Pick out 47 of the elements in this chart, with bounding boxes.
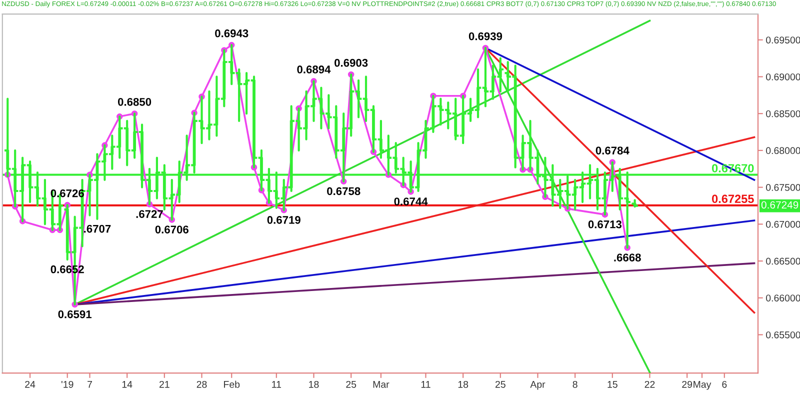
x-tick-label: 18	[458, 380, 468, 388]
x-tick-label: '19	[62, 380, 74, 388]
x-tick-label: 14	[122, 381, 132, 388]
annotation: 0.6744	[394, 198, 428, 206]
y-tick-label: 0.68500	[766, 110, 800, 118]
x-tick-label: 15	[608, 381, 618, 388]
annotation: .6668	[614, 254, 641, 262]
y-tick-label: 0.68000	[766, 147, 800, 154]
annotation: 0.6706	[155, 226, 188, 234]
annotation: 0.6943	[215, 29, 248, 38]
x-tick-label: 11	[272, 381, 281, 388]
y-tick-label: 0.69500	[766, 36, 800, 44]
x-tick-label: 28	[196, 380, 207, 388]
x-tick-label: 21	[160, 380, 170, 388]
y-tick-label: 0.66500	[766, 258, 800, 265]
y-tick-label: 0.67500	[766, 184, 800, 191]
text: 0.67249	[761, 201, 798, 209]
x-tick-label: 22	[644, 380, 655, 388]
y-tick-label: 0.65500	[766, 331, 800, 338]
annotation: 0.6719	[267, 216, 300, 224]
x-tick-label: Feb	[224, 380, 240, 388]
annotation: 0.6939	[468, 32, 502, 40]
x-tick-label: Apr	[530, 381, 546, 390]
annotation: .6727	[136, 210, 163, 218]
annotation: .6707	[84, 224, 111, 233]
annotation: 0.6850	[118, 98, 152, 106]
y-tick-label: 0.67000	[766, 220, 800, 228]
x-tick-label: 29	[682, 380, 692, 388]
x-tick-label: 24	[25, 380, 36, 388]
x-tick-label: 7	[88, 381, 92, 388]
ref-line-label: 0.67255	[712, 194, 754, 204]
annotation: 0.6758	[327, 187, 360, 196]
x-tick-label: 25	[495, 380, 506, 388]
x-tick-label: 8	[572, 380, 578, 388]
x-tick-label: May	[694, 381, 712, 390]
annotation: 0.6784	[596, 146, 630, 154]
annotation: 0.6713	[588, 220, 622, 228]
annotation: 0.6894	[297, 66, 331, 74]
y-tick-label: 0.69000	[766, 73, 800, 80]
x-tick-label: 6	[722, 380, 727, 388]
x-tick-label: Mar	[373, 381, 390, 388]
annotation: 0.6591	[58, 310, 92, 318]
y-tick-label: 0.66000	[766, 294, 800, 302]
x-tick-label: 11	[421, 381, 430, 388]
x-tick-label: 18	[309, 380, 319, 388]
x-tick-label: 25	[346, 380, 356, 388]
annotation: 0.6903	[334, 58, 368, 67]
